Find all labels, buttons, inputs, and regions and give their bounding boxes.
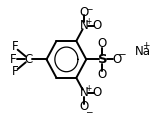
Text: F: F	[10, 53, 16, 66]
Text: O: O	[80, 6, 89, 19]
Text: F: F	[12, 65, 18, 78]
Text: O: O	[92, 86, 102, 99]
Text: +: +	[85, 84, 91, 93]
Text: S: S	[98, 53, 107, 66]
Text: −: −	[118, 50, 127, 60]
Text: F: F	[12, 40, 18, 53]
Text: −: −	[85, 107, 93, 116]
Text: +: +	[142, 41, 149, 50]
Text: O: O	[98, 37, 107, 50]
Text: −: −	[85, 4, 93, 13]
Text: O: O	[98, 68, 107, 81]
Text: +: +	[85, 17, 91, 26]
Text: C: C	[24, 53, 33, 66]
Text: N: N	[80, 19, 89, 32]
Text: O: O	[112, 53, 121, 66]
Text: N: N	[80, 86, 89, 99]
Text: O: O	[92, 19, 102, 32]
Text: O: O	[80, 100, 89, 113]
Text: Na: Na	[135, 45, 151, 58]
